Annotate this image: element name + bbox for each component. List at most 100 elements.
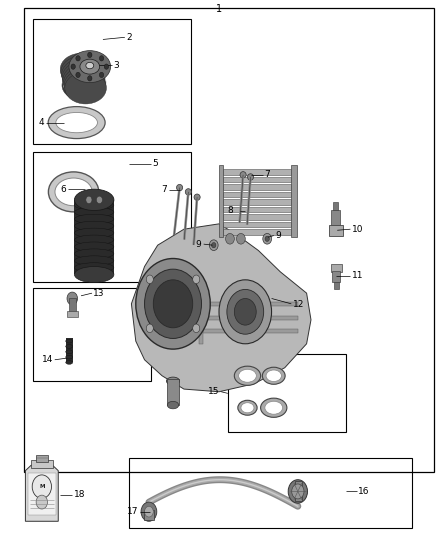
Ellipse shape — [61, 56, 102, 88]
Text: 4: 4 — [39, 118, 45, 127]
Circle shape — [145, 506, 153, 517]
Text: 7: 7 — [264, 171, 270, 179]
Ellipse shape — [74, 235, 114, 245]
Circle shape — [212, 243, 216, 248]
Bar — [219, 165, 223, 237]
Circle shape — [237, 233, 245, 244]
Ellipse shape — [74, 221, 114, 231]
Circle shape — [227, 289, 264, 334]
Ellipse shape — [74, 263, 114, 272]
Bar — [223, 184, 291, 190]
Bar — [129, 458, 412, 528]
Ellipse shape — [56, 112, 97, 133]
Ellipse shape — [74, 189, 114, 211]
Ellipse shape — [66, 350, 73, 354]
Text: 5: 5 — [152, 159, 158, 168]
Bar — [199, 290, 203, 344]
Ellipse shape — [80, 59, 99, 74]
Ellipse shape — [62, 61, 104, 93]
Ellipse shape — [239, 369, 256, 382]
Circle shape — [76, 72, 80, 78]
Circle shape — [193, 275, 200, 284]
Bar — [223, 207, 291, 212]
Text: 8: 8 — [228, 206, 233, 215]
Bar — [31, 460, 53, 468]
Ellipse shape — [60, 53, 102, 85]
Text: 6: 6 — [61, 185, 67, 193]
Circle shape — [146, 275, 153, 284]
Ellipse shape — [48, 172, 99, 212]
Bar — [223, 177, 291, 182]
Circle shape — [96, 196, 102, 204]
Circle shape — [209, 240, 218, 251]
Circle shape — [88, 52, 92, 58]
Text: 10: 10 — [352, 225, 363, 233]
Circle shape — [99, 72, 104, 78]
Text: 1: 1 — [216, 4, 222, 14]
Ellipse shape — [66, 340, 73, 343]
Ellipse shape — [74, 207, 114, 217]
Circle shape — [263, 233, 272, 244]
Ellipse shape — [64, 67, 105, 99]
Ellipse shape — [66, 345, 73, 349]
Ellipse shape — [74, 214, 114, 224]
Ellipse shape — [63, 66, 106, 99]
Ellipse shape — [74, 249, 114, 259]
Bar — [328, 225, 343, 236]
Text: 12: 12 — [293, 301, 304, 309]
Bar — [33, 288, 151, 381]
Ellipse shape — [74, 256, 114, 265]
Ellipse shape — [167, 401, 179, 409]
Circle shape — [104, 64, 109, 69]
Ellipse shape — [194, 194, 200, 200]
Circle shape — [32, 475, 52, 498]
Text: M: M — [39, 484, 45, 489]
Bar — [24, 8, 434, 472]
Ellipse shape — [74, 228, 114, 238]
Text: 15: 15 — [208, 387, 220, 396]
Circle shape — [193, 324, 200, 333]
Circle shape — [288, 480, 307, 503]
Bar — [201, 329, 298, 333]
Circle shape — [226, 233, 234, 244]
Bar — [228, 354, 346, 432]
Bar — [291, 165, 297, 237]
Circle shape — [136, 259, 210, 349]
Ellipse shape — [247, 174, 254, 180]
Bar — [74, 200, 114, 274]
Ellipse shape — [61, 59, 103, 91]
Text: 18: 18 — [74, 490, 85, 499]
Ellipse shape — [65, 72, 106, 104]
Circle shape — [219, 280, 272, 344]
Ellipse shape — [55, 178, 92, 206]
Text: 11: 11 — [352, 271, 363, 280]
Bar — [167, 379, 179, 405]
Bar — [201, 316, 298, 320]
Circle shape — [234, 298, 256, 325]
Bar — [144, 510, 154, 520]
Text: 7: 7 — [162, 185, 167, 194]
Bar — [223, 222, 291, 227]
Bar — [66, 338, 73, 362]
Text: 17: 17 — [127, 507, 139, 516]
Ellipse shape — [241, 403, 254, 413]
Text: 2: 2 — [126, 33, 132, 42]
Bar — [67, 311, 78, 317]
Bar — [223, 229, 291, 235]
Ellipse shape — [86, 62, 94, 69]
Bar — [33, 19, 191, 144]
Bar — [33, 152, 191, 282]
Ellipse shape — [185, 189, 191, 195]
Text: 13: 13 — [93, 289, 105, 297]
Circle shape — [265, 236, 269, 241]
Text: 9: 9 — [196, 240, 201, 248]
Ellipse shape — [66, 355, 73, 359]
Text: 14: 14 — [42, 356, 53, 364]
Ellipse shape — [265, 401, 283, 414]
Bar — [334, 282, 339, 289]
Ellipse shape — [74, 242, 114, 252]
Polygon shape — [25, 465, 58, 521]
Bar — [333, 202, 338, 210]
Ellipse shape — [74, 266, 114, 282]
Bar — [295, 481, 302, 501]
